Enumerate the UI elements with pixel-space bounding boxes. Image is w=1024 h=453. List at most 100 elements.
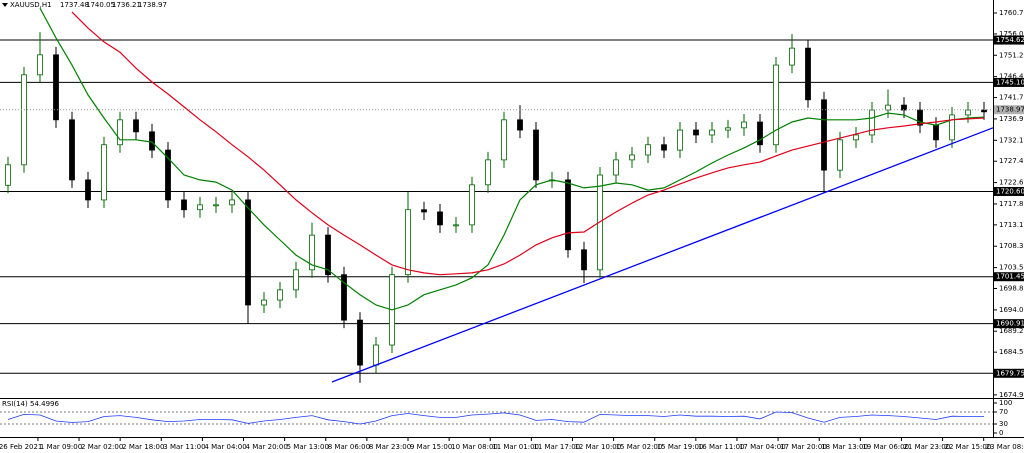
- level-label-box: [994, 77, 1024, 87]
- candle-body: [725, 127, 731, 131]
- y-tick-label: 1760.70: [999, 9, 1024, 17]
- y-tick-label: 1674.90: [999, 391, 1024, 399]
- y-tick-label: 1713.10: [999, 221, 1024, 229]
- y-tick-label: 1756.00: [999, 30, 1024, 38]
- x-tick-label: 11 Mar 17:00: [533, 443, 580, 451]
- x-tick-label: 4 Mar 20:00: [246, 443, 288, 451]
- x-tick-label: 10 Mar 08:00: [451, 443, 498, 451]
- candle-body: [37, 54, 43, 76]
- y-tick-label: 1698.80: [999, 285, 1024, 293]
- ohlc-low: 1736.21: [112, 1, 141, 9]
- y-tick-label: 1717.80: [999, 200, 1024, 208]
- x-tick-label: 18 Mar 13:00: [821, 443, 868, 451]
- x-tick-label: 15 Mar 19:00: [657, 443, 704, 451]
- candle-body: [101, 144, 107, 201]
- candle-body: [277, 289, 283, 301]
- candle-body: [773, 64, 779, 146]
- y-tick-label: 0: [999, 429, 1003, 437]
- candle-body: [949, 114, 955, 141]
- y-tick-label: 1746.40: [999, 73, 1024, 81]
- last-price-label: 1738.97: [996, 106, 1024, 114]
- candle-body: [869, 109, 875, 136]
- x-tick-label: 3 Mar 11:00: [163, 443, 205, 451]
- candle-body: [917, 109, 923, 126]
- x-tick-label: 8 Mar 23:00: [369, 443, 411, 451]
- ohlc-open: 1737.48: [60, 1, 89, 9]
- candle-body: [357, 319, 363, 366]
- level-label: 1690.91: [996, 320, 1024, 328]
- candle-body: [469, 184, 475, 226]
- y-tick-label: 30: [999, 420, 1008, 428]
- y-tick-label: 1684.50: [999, 348, 1024, 356]
- x-tick-label: 19 Mar 06:00: [862, 443, 909, 451]
- candle-body: [677, 129, 683, 151]
- trendline: [331, 127, 994, 383]
- candle-body: [325, 234, 331, 276]
- ohlc-high: 1740.05: [86, 1, 115, 9]
- last-price-box: [994, 105, 1024, 115]
- candle-body: [965, 109, 971, 116]
- x-tick-label: 2 Mar 02:00: [81, 443, 123, 451]
- candle-body: [149, 131, 155, 151]
- x-tick-label: 17 Mar 04:00: [739, 443, 786, 451]
- candle-body: [341, 274, 347, 321]
- candle-body: [245, 199, 251, 306]
- y-tick-label: 70: [999, 408, 1008, 416]
- level-label-box: [994, 319, 1024, 329]
- candle-body: [789, 47, 795, 66]
- x-tick-label: 22 Mar 15:00: [945, 443, 992, 451]
- candle-body: [693, 129, 699, 136]
- candle-body: [581, 249, 587, 271]
- x-tick-label: 2 Mar 18:00: [122, 443, 164, 451]
- y-tick-label: 100: [999, 399, 1012, 407]
- candle-body: [485, 159, 491, 186]
- y-tick-label: 1689.20: [999, 327, 1024, 335]
- candle-body: [565, 179, 571, 251]
- menu-arrow[interactable]: [2, 3, 8, 7]
- x-tick-label: 8 Mar 06:00: [328, 443, 370, 451]
- x-tick-label: 9 Mar 15:00: [410, 443, 452, 451]
- candle-body: [213, 204, 219, 207]
- x-tick-label: 26 Feb 2021: [0, 443, 42, 451]
- x-tick-label: 11 Mar 01:00: [492, 443, 539, 451]
- rsi-value: 54.4996: [30, 400, 59, 408]
- candle-body: [981, 109, 987, 113]
- level-label: 1679.75: [996, 369, 1024, 377]
- candle-body: [629, 154, 635, 161]
- candle-body: [421, 209, 427, 213]
- level-label-box: [994, 35, 1024, 45]
- candle-body: [517, 119, 523, 131]
- candle-body: [533, 129, 539, 181]
- candle-body: [309, 234, 315, 271]
- y-tick-label: 1694.00: [999, 306, 1024, 314]
- candle-body: [69, 119, 75, 181]
- candle-body: [709, 129, 715, 136]
- candle-body: [613, 159, 619, 176]
- candle-body: [373, 344, 379, 366]
- level-label-box: [994, 368, 1024, 378]
- candle-body: [133, 119, 139, 133]
- moving-average: [39, 7, 985, 311]
- candle-body: [181, 199, 187, 211]
- candle-body: [85, 179, 91, 201]
- moving-average: [71, 11, 985, 276]
- rsi-line: [7, 411, 985, 425]
- candle-body: [5, 164, 11, 186]
- y-tick-label: 1751.20: [999, 51, 1024, 59]
- candle-body: [757, 121, 763, 146]
- candle-body: [405, 209, 411, 276]
- x-tick-label: 23 Mar 08:00: [986, 443, 1024, 451]
- y-tick-label: 1732.10: [999, 136, 1024, 144]
- candle-body: [293, 269, 299, 291]
- x-tick-label: 21 Mar 23:00: [903, 443, 950, 451]
- rsi-title: RSI(14): [2, 400, 28, 408]
- candle-body: [453, 224, 459, 227]
- y-tick-label: 1736.90: [999, 115, 1024, 123]
- candle-body: [661, 144, 667, 151]
- candle-body: [53, 54, 59, 121]
- x-tick-label: 17 Mar 20:00: [780, 443, 827, 451]
- y-tick-label: 1741.70: [999, 94, 1024, 102]
